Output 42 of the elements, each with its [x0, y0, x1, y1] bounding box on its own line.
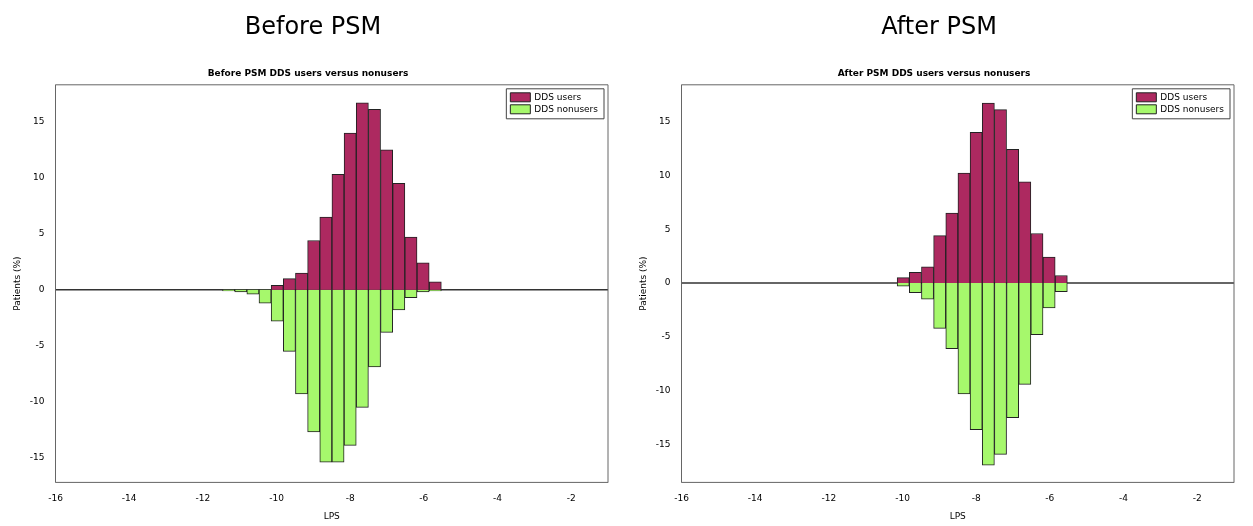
y-tick-label: -5 [661, 331, 671, 342]
x-tick-label: -12 [195, 493, 211, 504]
y-tick-label: -5 [35, 340, 45, 351]
legend-label: DDS users [534, 92, 582, 103]
y-tick-label: 5 [38, 228, 45, 239]
y-tick-label: 15 [33, 116, 45, 127]
x-tick-label: -6 [419, 493, 429, 504]
x-tick-label: -14 [121, 493, 137, 504]
x-tick-label: -10 [269, 493, 285, 504]
y-tick-label: -10 [655, 385, 671, 396]
x-tick-label: -16 [48, 493, 64, 504]
x-tick-label: -16 [674, 493, 690, 504]
x-tick-label: -8 [971, 493, 981, 504]
y-axis-title: Patients (%) [637, 256, 648, 311]
y-tick-label: 10 [659, 169, 671, 180]
x-tick-label: -8 [345, 493, 355, 504]
chart-title: After PSM [881, 12, 997, 42]
x-tick-label: -2 [566, 493, 576, 504]
legend-label: DDS nonusers [534, 104, 599, 115]
y-tick-label: 10 [33, 172, 45, 183]
y-tick-label: 5 [664, 223, 671, 234]
x-tick-label: -4 [1119, 493, 1129, 504]
y-tick-label: -10 [29, 396, 45, 407]
chart-subtitle: Before PSM DDS users versus nonusers [207, 67, 409, 78]
y-tick-label: 0 [38, 284, 45, 295]
x-tick-label: -12 [821, 493, 837, 504]
x-tick-label: -10 [895, 493, 911, 504]
y-tick-label: 0 [664, 277, 671, 288]
x-tick-label: -4 [493, 493, 503, 504]
x-axis-title: LPS [949, 510, 967, 521]
legend-label: DDS users [1160, 92, 1208, 103]
x-tick-label: -14 [747, 493, 763, 504]
chart-subtitle: After PSM DDS users versus nonusers [837, 67, 1031, 78]
y-tick-label: -15 [29, 452, 45, 463]
x-tick-label: -6 [1045, 493, 1055, 504]
chart-title: Before PSM [244, 12, 382, 42]
y-tick-label: -15 [655, 439, 671, 450]
y-axis-title: Patients (%) [11, 256, 22, 311]
x-axis-title: LPS [323, 510, 341, 521]
legend-label: DDS nonusers [1160, 104, 1225, 115]
y-tick-label: 15 [659, 115, 671, 126]
x-tick-label: -2 [1192, 493, 1202, 504]
